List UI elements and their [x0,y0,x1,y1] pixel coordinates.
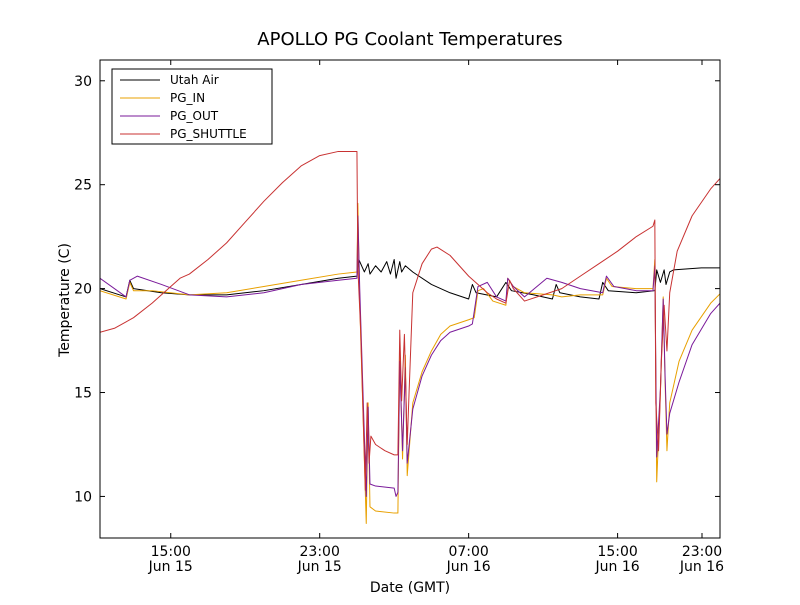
plot-frame [99,59,721,539]
y-tick-label: 20 [74,282,92,298]
x-axis-title: Date (GMT) [370,580,450,596]
x-tick-label-time: 15:00 [597,544,637,560]
legend-label-utah-air: Utah Air [170,73,219,87]
x-tick-label-time: 07:00 [448,544,488,560]
x-tick-label-date: Jun 15 [148,559,193,575]
x-tick-label-date: Jun 16 [595,559,640,575]
x-tick-label-date: Jun 15 [297,559,342,575]
y-tick-label: 30 [74,74,92,90]
x-tick-label-date: Jun 16 [679,559,724,575]
y-tick-label: 25 [74,178,92,194]
y-tick-label: 10 [74,489,92,505]
legend-label-pg-out: PG_OUT [170,109,219,123]
series-layer [100,150,720,524]
legend-label-pg-shuttle: PG_SHUTTLE [170,127,247,141]
x-tick-label-date: Jun 16 [446,559,491,575]
chart-title: APOLLO PG Coolant Temperatures [257,29,562,50]
y-axis-title: Temperature (C) [57,243,73,358]
x-tick-label-time: 15:00 [151,544,191,560]
x-tick-label-time: 23:00 [682,544,722,560]
legend-label-pg-in: PG_IN [170,91,205,105]
x-tick-label-time: 23:00 [300,544,340,560]
series-line-pg-shuttle [100,150,720,491]
legend: Utah Air PG_IN PG_OUT PG_SHUTTLE [111,68,273,145]
y-tick-label: 15 [74,386,92,402]
legend-box [111,68,273,145]
series-line-utah-air [100,259,720,300]
